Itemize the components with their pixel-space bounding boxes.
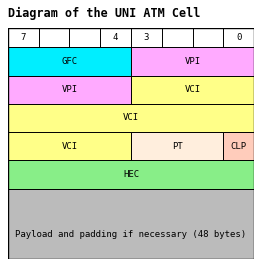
Text: GFC: GFC <box>61 57 78 66</box>
Text: VPI: VPI <box>184 57 201 66</box>
Text: 3: 3 <box>144 33 149 42</box>
Text: HEC: HEC <box>123 170 139 179</box>
Text: 4: 4 <box>113 33 118 42</box>
Bar <box>131 75 254 104</box>
Text: VCI: VCI <box>184 85 201 94</box>
Bar <box>8 132 131 160</box>
Bar <box>8 75 131 104</box>
Bar <box>131 47 254 75</box>
Text: CLP: CLP <box>231 142 247 151</box>
Text: VCI: VCI <box>61 142 78 151</box>
Text: Payload and padding if necessary (48 bytes): Payload and padding if necessary (48 byt… <box>15 230 247 239</box>
Text: 0: 0 <box>236 33 242 42</box>
Bar <box>8 28 254 47</box>
Text: VPI: VPI <box>61 85 78 94</box>
Bar <box>8 189 254 259</box>
Text: 7: 7 <box>20 33 26 42</box>
Text: Diagram of the UNI ATM Cell: Diagram of the UNI ATM Cell <box>8 7 200 20</box>
Text: PT: PT <box>172 142 183 151</box>
Text: VCI: VCI <box>123 113 139 123</box>
Bar <box>131 132 223 160</box>
Bar <box>8 47 131 75</box>
Bar <box>8 160 254 189</box>
Bar <box>8 104 254 132</box>
Bar <box>223 132 254 160</box>
